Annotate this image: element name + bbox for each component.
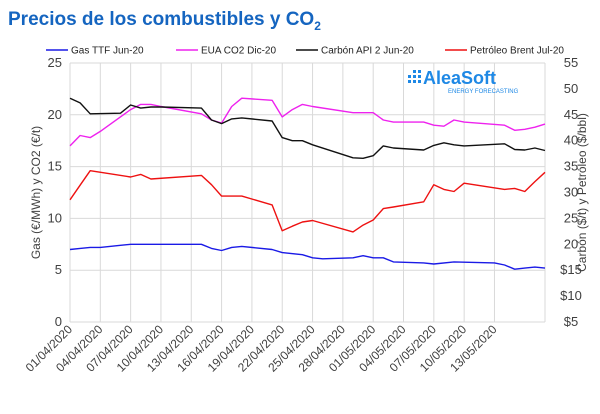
legend-label-carbon: Carbón API 2 Jun-20 <box>321 46 414 57</box>
logo-brand: AleaSoft <box>423 68 496 88</box>
y-axis-right-label: Carbón ($/t) y Petróleo ($/bbl) <box>575 113 589 272</box>
legend-label-gas: Gas TTF Jun-20 <box>71 46 144 57</box>
y-tick-label: 20 <box>48 107 62 122</box>
series-line-co2 <box>69 97 546 147</box>
y2-tick-label: 30 <box>564 185 578 200</box>
legend-label-brent: Petróleo Brent Jul-20 <box>470 46 564 57</box>
y2-tick-label: 40 <box>564 133 578 148</box>
y2-tick-label: 45 <box>564 107 578 122</box>
y2-tick-label: $15 <box>560 262 582 277</box>
legend: Gas TTF Jun-20 EUA CO2 Dic-20 Carbón API 2… <box>46 46 564 57</box>
y-axis-right-ticks: $5 $10 $15 20 25 30 35 40 45 50 55 <box>560 55 582 329</box>
series-line-gas <box>69 243 546 270</box>
y2-tick-label: 25 <box>564 210 578 225</box>
chart-title: Precios de los combustibles y CO2 <box>8 9 321 33</box>
legend-label-co2: EUA CO2 Dic-20 <box>201 46 276 57</box>
aleasoft-logo-mark <box>408 70 421 83</box>
y-tick-label: 15 <box>48 159 62 174</box>
series-line-carbon <box>69 97 546 160</box>
y-tick-label: 5 <box>55 262 62 277</box>
aleasoft-logo: AleaSoft ENERGY FORECASTING <box>408 68 519 95</box>
gridlines <box>69 62 546 323</box>
y2-tick-label: 50 <box>564 81 578 96</box>
y-axis-left-ticks: 0 5 10 15 20 25 <box>48 55 62 329</box>
y-tick-label: 0 <box>55 314 62 329</box>
x-axis-ticks: 01/04/202004/04/202007/04/202010/04/2020… <box>23 322 500 375</box>
series-line-brent <box>69 169 546 233</box>
chart-title-main: Precios de los combustibles y CO <box>8 9 314 30</box>
y-axis-left-label: Gas (€/MWh) y CO2 (€/t) <box>29 126 43 259</box>
series-lines <box>69 97 546 270</box>
y2-tick-label: $5 <box>564 314 578 329</box>
y2-tick-label: 35 <box>564 159 578 174</box>
y2-tick-label: 55 <box>564 55 578 70</box>
logo-tagline: ENERGY FORECASTING <box>448 89 519 95</box>
y2-tick-label: $10 <box>560 288 582 303</box>
y-tick-label: 10 <box>48 210 62 225</box>
y2-tick-label: 20 <box>564 236 578 251</box>
chart-title-subscript: 2 <box>314 19 321 33</box>
y-tick-label: 25 <box>48 55 62 70</box>
